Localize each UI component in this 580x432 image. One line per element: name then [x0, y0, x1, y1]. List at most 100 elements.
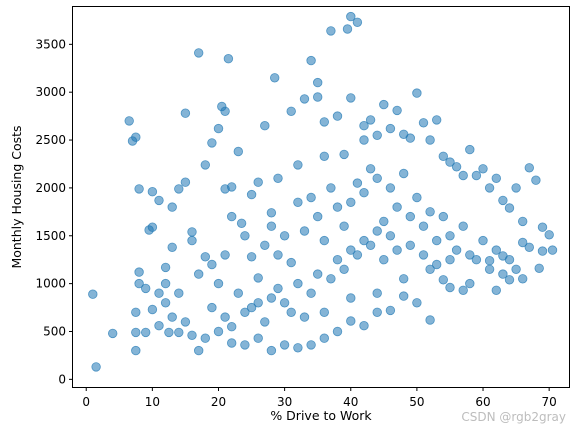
scatter-point — [293, 343, 303, 353]
scatter-point — [193, 269, 204, 279]
scatter-point — [220, 312, 230, 322]
scatter-point — [207, 138, 217, 148]
scatter-point — [346, 197, 356, 208]
scatter-point — [131, 307, 141, 318]
scatter-point — [299, 226, 310, 236]
scatter-point — [504, 275, 515, 285]
scatter-point — [352, 178, 363, 188]
points-layer — [88, 11, 558, 372]
scatter-point — [319, 333, 330, 343]
scatter-point — [187, 227, 197, 237]
scatter-point — [180, 108, 191, 118]
scatter-point — [451, 162, 462, 172]
scatter-point — [246, 252, 257, 262]
scatter-point — [180, 177, 191, 187]
scatter-point — [392, 245, 402, 255]
scatter-point — [432, 115, 442, 125]
scatter-point — [471, 255, 482, 265]
scatter-point — [134, 278, 144, 289]
scatter-point — [200, 333, 211, 343]
scatter-point — [359, 321, 369, 331]
plot-frame — [72, 6, 570, 388]
scatter-point — [399, 291, 409, 301]
scatter-point — [286, 307, 296, 318]
scatter-point — [187, 235, 197, 246]
scatter-point — [220, 106, 230, 117]
scatter-point — [286, 257, 296, 268]
scatter-point — [279, 231, 290, 241]
scatter-point — [385, 183, 396, 193]
scatter-point — [478, 164, 488, 174]
scatter-point — [279, 298, 290, 308]
y-tick-label: 1000 — [35, 277, 66, 291]
scatter-point — [511, 264, 521, 275]
scatter-point — [425, 264, 435, 275]
scatter-point — [537, 246, 548, 256]
scatter-point — [484, 183, 495, 193]
y-axis: 0 500 1000 1500 2000 2500 3000 3500 — [35, 37, 73, 386]
x-tick-label: 10 — [145, 395, 160, 409]
scatter-point — [319, 235, 330, 246]
x-axis-label: % Drive to Work — [270, 408, 372, 423]
scatter-point — [140, 283, 151, 294]
scatter-point — [266, 293, 277, 303]
scatter-point — [498, 269, 508, 279]
scatter-point — [293, 278, 303, 289]
scatter-point — [379, 255, 389, 265]
scatter-point — [346, 316, 356, 326]
scatter-point — [547, 245, 558, 255]
scatter-point — [332, 111, 343, 121]
scatter-point — [286, 106, 296, 117]
y-tick-label: 3500 — [35, 37, 66, 51]
scatter-point — [313, 77, 323, 88]
x-tick-label: 60 — [475, 395, 490, 409]
scatter-point — [458, 285, 468, 296]
scatter-point — [131, 327, 141, 338]
scatter-point — [313, 92, 323, 102]
scatter-point — [260, 317, 270, 327]
scatter-point — [319, 307, 330, 318]
scatter-point — [253, 273, 263, 283]
scatter-point — [498, 195, 508, 206]
scatter-point — [385, 123, 396, 134]
scatter-point — [167, 242, 177, 253]
scatter-point — [412, 298, 422, 308]
scatter-point — [511, 183, 521, 193]
scatter-point — [342, 24, 353, 34]
scatter-point — [326, 183, 336, 193]
scatter-point — [339, 149, 349, 160]
scatter-point — [306, 340, 316, 350]
scatter-point — [458, 221, 468, 231]
scatter-point — [160, 278, 171, 289]
x-tick-label: 30 — [277, 395, 292, 409]
scatter-point — [200, 160, 211, 170]
scatter-point — [246, 302, 257, 313]
scatter-point — [365, 240, 376, 251]
scatter-point — [154, 195, 164, 206]
scatter-point — [226, 211, 237, 222]
scatter-point — [385, 305, 396, 316]
scatter-point — [484, 264, 495, 275]
scatter-point — [266, 221, 277, 231]
scatter-point — [534, 263, 544, 274]
scatter-point — [379, 99, 389, 110]
scatter-point — [147, 186, 158, 197]
scatter-point — [332, 255, 343, 265]
scatter-point — [273, 283, 283, 294]
y-tick-label: 500 — [43, 324, 66, 338]
x-tick-label: 20 — [211, 395, 226, 409]
scatter-point — [372, 226, 382, 236]
scatter-point — [425, 315, 435, 325]
scatter-point — [174, 327, 184, 338]
scatter-point — [491, 245, 502, 255]
scatter-point — [379, 216, 389, 227]
x-axis: 0 10 20 30 40 50 60 70 — [82, 387, 557, 409]
scatter-point — [164, 327, 174, 338]
scatter-point — [207, 259, 217, 270]
scatter-point — [418, 250, 429, 260]
scatter-point — [107, 328, 118, 339]
scatter-point — [147, 222, 158, 232]
scatter-point — [352, 17, 363, 28]
scatter-point — [412, 88, 422, 98]
scatter-point — [299, 94, 310, 104]
